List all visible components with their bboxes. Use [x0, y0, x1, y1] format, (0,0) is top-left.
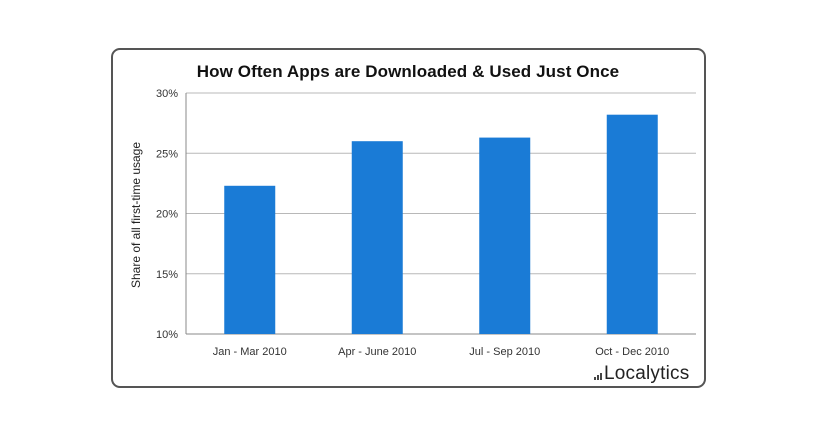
localytics-bars-icon: [594, 373, 602, 380]
bar: [606, 114, 658, 334]
bar: [351, 141, 403, 334]
bar: [224, 185, 276, 334]
x-tick-label: Jan - Mar 2010: [213, 346, 287, 358]
x-tick-label: Jul - Sep 2010: [469, 346, 540, 358]
bar: [479, 137, 531, 334]
x-tick-label: Apr - June 2010: [338, 346, 416, 358]
localytics-logo: Localytics: [594, 363, 689, 385]
y-tick-label: 15%: [156, 269, 178, 281]
y-tick-label: 20%: [156, 209, 178, 221]
x-tick-label: Oct - Dec 2010: [595, 346, 669, 358]
y-tick-label: 30%: [156, 88, 178, 100]
y-tick-label: 10%: [156, 329, 178, 341]
chart-title: How Often Apps are Downloaded & Used Jus…: [196, 62, 620, 81]
y-tick-label: 25%: [156, 148, 178, 160]
